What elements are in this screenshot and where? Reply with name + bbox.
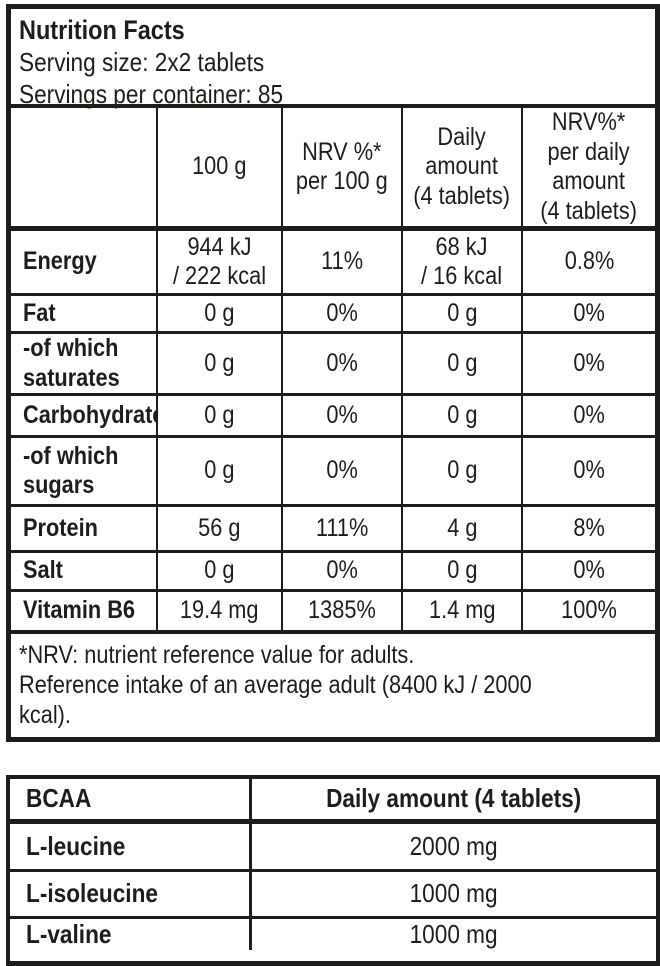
cell-per-100g: 0 g [156,393,283,438]
cell-daily-amount: 0 g [401,393,523,438]
servings-per-container-line: Servings per container: 85 [19,78,284,109]
cell-nrv-per-100g: 0% [281,393,403,438]
cell-daily-amount: 0 g [401,293,523,334]
row-label: -of which sugars [10,435,158,507]
row-energy: Energy 944 kJ / 222 kcal 11% 68 kJ / 16 … [10,227,656,296]
row-carbohydrate: Carbohydrate 0 g 0% 0 g 0% [10,393,656,438]
row-l-valine: L-valine 1000 mg [8,915,658,951]
bcaa-header-name: BCAA [8,777,252,824]
row-label: Fat [10,293,158,334]
cell-per-100g: 0 g [156,293,283,334]
row-label: Salt [10,550,158,592]
cell-nrv-per-daily: 0% [521,435,656,507]
cell-nrv-per-100g: 0% [281,550,403,592]
bcaa-header-daily-amount: Daily amount (4 tablets) [248,777,658,824]
row-protein: Protein 56 g 111% 4 g 8% [10,504,656,553]
header-empty-cell [10,106,158,231]
cell-daily-amount: 68 kJ / 16 kcal [401,227,523,296]
nutrition-table: 100 g NRV %* per 100 g Daily amount (4 t… [10,106,656,631]
cell-daily-amount: 0 g [401,550,523,592]
row-label: L-valine [8,915,252,951]
cell-nrv-per-100g: 111% [281,504,403,553]
row-l-isoleucine: L-isoleucine 1000 mg [8,868,658,919]
cell-nrv-per-daily: 0.8% [521,227,656,296]
cell-daily-amount: 4 g [401,504,523,553]
row-fat: Fat 0 g 0% 0 g 0% [10,293,656,334]
row-of-which-saturates: -of which saturates 0 g 0% 0 g 0% [10,331,656,396]
cell-nrv-per-daily: 0% [521,393,656,438]
cell-nrv-per-daily: 100% [521,589,656,631]
footnote-line-2: Reference intake of an average adult (84… [19,671,532,729]
cell-nrv-per-100g: 1385% [281,589,403,631]
bcaa-panel: BCAA Daily amount (4 tablets) L-leucine … [6,775,660,966]
cell-daily-amount: 0 g [401,331,523,396]
bcaa-header-row: BCAA Daily amount (4 tablets) [8,777,658,824]
cell-daily-amount: 1000 mg [248,868,658,919]
cell-nrv-per-daily: 0% [521,331,656,396]
row-l-leucine: L-leucine 2000 mg [8,819,658,872]
row-label: Energy [10,227,158,296]
cell-per-100g: 0 g [156,331,283,396]
row-label: Carbohydrate [10,393,158,438]
cell-per-100g: 56 g [156,504,283,553]
cell-nrv-per-100g: 0% [281,435,403,507]
cell-per-100g: 0 g [156,435,283,507]
nrv-footnote: *NRV: nutrient reference value for adult… [11,629,655,738]
row-label: -of which saturates [10,331,158,396]
cell-nrv-per-daily: 0% [521,293,656,334]
cell-nrv-per-100g: 0% [281,293,403,334]
cell-nrv-per-daily: 0% [521,550,656,592]
row-label: L-leucine [8,819,252,872]
cell-per-100g: 944 kJ / 222 kcal [156,227,283,296]
nutrition-table-header-row: 100 g NRV %* per 100 g Daily amount (4 t… [10,106,656,231]
footnote-line-1: *NRV: nutrient reference value for adult… [19,640,415,669]
cell-daily-amount: 0 g [401,435,523,507]
bcaa-table: BCAA Daily amount (4 tablets) L-leucine … [8,777,658,951]
cell-nrv-per-100g: 0% [281,331,403,396]
cell-per-100g: 0 g [156,550,283,592]
row-label: L-isoleucine [8,868,252,919]
header-nrv-per-daily: NRV%* per daily amount (4 tablets) [521,106,656,231]
row-of-which-sugars: -of which sugars 0 g 0% 0 g 0% [10,435,656,507]
cell-daily-amount: 1000 mg [248,915,658,951]
header-per-100g: 100 g [156,106,283,231]
cell-per-100g: 19.4 mg [156,589,283,631]
nutrition-facts-panel: Nutrition Facts Serving size: 2x2 tablet… [6,4,660,742]
cell-daily-amount: 1.4 mg [401,589,523,631]
row-label: Protein [10,504,158,553]
cell-nrv-per-100g: 11% [281,227,403,296]
row-vitamin-b6: Vitamin B6 19.4 mg 1385% 1.4 mg 100% [10,589,656,631]
header-nrv-per-100g: NRV %* per 100 g [281,106,403,231]
header-daily-amount: Daily amount (4 tablets) [401,106,523,231]
cell-nrv-per-daily: 8% [521,504,656,553]
title-block: Nutrition Facts Serving size: 2x2 tablet… [11,9,655,109]
row-label: Vitamin B6 [10,589,158,631]
cell-daily-amount: 2000 mg [248,819,658,872]
nutrition-facts-title: Nutrition Facts [19,15,185,45]
row-salt: Salt 0 g 0% 0 g 0% [10,550,656,592]
serving-size-line: Serving size: 2x2 tablets [19,46,265,77]
